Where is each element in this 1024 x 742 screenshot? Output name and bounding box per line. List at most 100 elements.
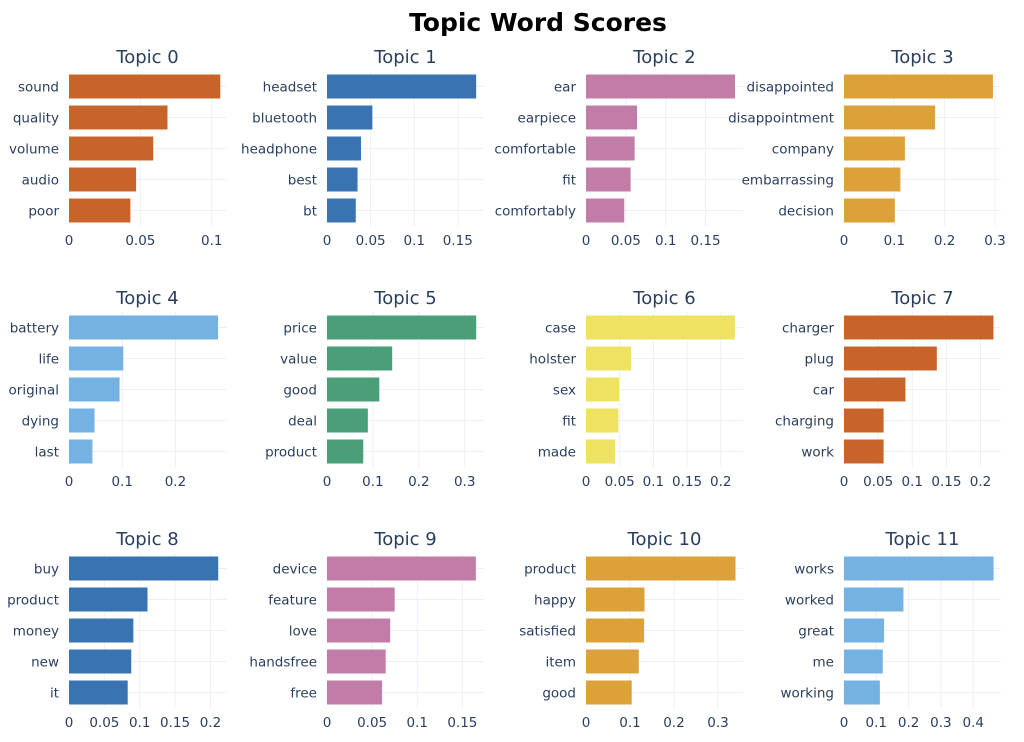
- category-label: handsfree: [249, 655, 317, 671]
- bar-working: [844, 680, 880, 705]
- bar-worked: [844, 587, 904, 612]
- x-tick-label: 0.1: [362, 474, 383, 490]
- subplot-grid: Topic 0 sound quality volume audio poor 0 0.05 0…: [7, 47, 1006, 731]
- x-tick-label: 0.05: [125, 233, 155, 249]
- category-label: plug: [805, 352, 834, 368]
- bar-me: [844, 649, 883, 674]
- category-label: works: [794, 562, 834, 578]
- x-tick-label: 0.2: [934, 233, 955, 249]
- x-tick-label: 0.1: [406, 715, 427, 731]
- subplot-topic-9: Topic 9 device feature love handsfree free 0 0.…: [249, 529, 484, 731]
- bar-disappointment: [844, 105, 936, 130]
- x-tick-label: 0.05: [356, 233, 386, 249]
- category-label: car: [813, 383, 835, 399]
- category-label: sex: [553, 383, 576, 399]
- category-label: comfortable: [494, 142, 576, 158]
- subplot-title: Topic 0: [115, 47, 178, 68]
- bar-work: [844, 439, 884, 464]
- category-label: case: [545, 321, 576, 337]
- category-label: battery: [10, 321, 59, 337]
- x-tick-label: 0: [65, 233, 74, 249]
- category-label: disappointment: [728, 111, 834, 127]
- bar-works: [844, 556, 994, 581]
- x-tick-label: 0.2: [165, 474, 186, 490]
- subplot-title: Topic 3: [890, 47, 953, 68]
- x-tick-label: 0: [582, 233, 591, 249]
- x-tick-label: 0.15: [691, 233, 721, 249]
- x-tick-label: 0.2: [663, 715, 684, 731]
- category-label: headset: [263, 80, 317, 96]
- subplot-title: Topic 11: [885, 529, 960, 550]
- bar-dying: [69, 408, 95, 433]
- bar-sound: [69, 74, 221, 99]
- bar-fit: [586, 167, 631, 192]
- subplot-topic-0: Topic 0 sound quality volume audio poor 0 0.05 0…: [9, 47, 226, 249]
- category-label: new: [31, 655, 59, 671]
- category-label: product: [265, 445, 317, 461]
- category-label: love: [289, 624, 317, 640]
- bar-product: [586, 556, 736, 581]
- bar-embarrassing: [844, 167, 901, 192]
- subplot-topic-10: Topic 10 product happy satisfied item good 0 0.…: [519, 529, 743, 731]
- bar-deal: [327, 408, 368, 433]
- x-tick-label: 0: [323, 715, 332, 731]
- x-tick-label: 0: [65, 474, 74, 490]
- bar-case: [586, 315, 735, 340]
- x-tick-label: 0.1: [866, 715, 887, 731]
- x-tick-label: 0.4: [962, 715, 983, 731]
- category-label: satisfied: [519, 624, 576, 640]
- bar-happy: [586, 587, 645, 612]
- bar-good: [586, 680, 632, 705]
- category-label: work: [801, 445, 834, 461]
- bar-sex: [586, 377, 620, 402]
- x-tick-label: 0.1: [643, 474, 664, 490]
- category-label: worked: [785, 593, 834, 609]
- x-tick-label: 0.05: [611, 233, 641, 249]
- category-label: it: [50, 686, 59, 702]
- category-label: disappointed: [747, 80, 835, 96]
- category-label: life: [38, 352, 59, 368]
- bar-plug: [844, 346, 937, 371]
- x-tick-label: 0.1: [655, 233, 676, 249]
- category-label: charging: [775, 414, 834, 430]
- category-label: made: [538, 445, 576, 461]
- subplot-title: Topic 2: [632, 47, 695, 68]
- category-label: value: [280, 352, 317, 368]
- x-tick-label: 0.05: [89, 715, 119, 731]
- subplot-topic-3: Topic 3 disappointed disappointment company…: [728, 47, 1006, 249]
- x-tick-label: 0.05: [863, 474, 893, 490]
- x-tick-label: 0.1: [403, 233, 424, 249]
- x-tick-label: 0.1: [129, 715, 150, 731]
- category-label: money: [13, 624, 59, 640]
- bar-ear: [586, 74, 736, 99]
- bar-audio: [69, 167, 137, 192]
- bar-value: [327, 346, 393, 371]
- x-tick-label: 0: [840, 715, 849, 731]
- bar-quality: [69, 105, 168, 130]
- category-label: last: [35, 445, 59, 461]
- category-label: buy: [34, 562, 59, 578]
- x-tick-label: 0.05: [357, 715, 387, 731]
- bar-company: [844, 136, 905, 161]
- x-tick-label: 0: [840, 233, 849, 249]
- category-label: decision: [778, 204, 834, 220]
- bar-comfortable: [586, 136, 635, 161]
- bar-item: [586, 649, 639, 674]
- subplot-topic-7: Topic 7 charger plug car charging work 0 0.05 0.…: [775, 288, 1001, 490]
- x-tick-label: 0.2: [710, 474, 731, 490]
- bar-disappointed: [844, 74, 993, 99]
- category-label: product: [7, 593, 59, 609]
- bar-charger: [844, 315, 994, 340]
- x-tick-label: 0: [582, 474, 591, 490]
- bar-headphone: [327, 136, 362, 161]
- subplot-topic-1: Topic 1 headset bluetooth headphone best bt 0 0…: [241, 47, 484, 249]
- x-tick-label: 0.15: [447, 715, 477, 731]
- bar-car: [844, 377, 906, 402]
- category-label: earpiece: [518, 111, 576, 127]
- category-label: product: [524, 562, 576, 578]
- category-label: audio: [22, 173, 59, 189]
- subplot-topic-5: Topic 5 price value good deal product 0 0.1 0.2 0…: [265, 288, 484, 490]
- bar-comfortably: [586, 198, 625, 223]
- category-label: poor: [28, 204, 59, 220]
- bar-free: [327, 680, 383, 705]
